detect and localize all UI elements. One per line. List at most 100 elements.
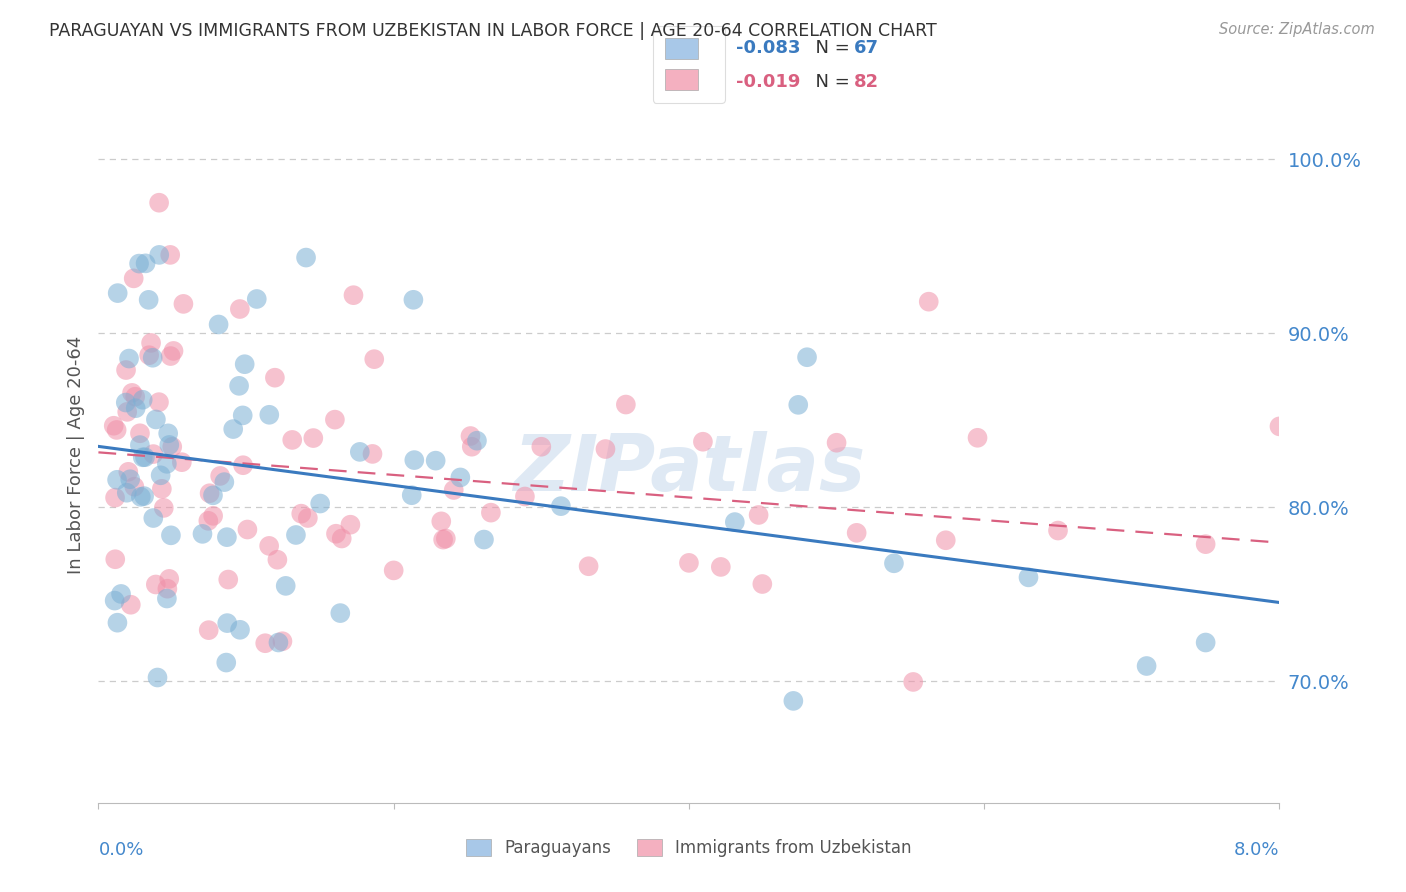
Point — [142, 447, 165, 461]
Point — [295, 251, 318, 265]
Point — [845, 525, 868, 540]
Point — [330, 532, 353, 546]
Point — [157, 572, 180, 586]
Point — [160, 528, 183, 542]
Point — [152, 500, 174, 515]
Point — [232, 458, 254, 473]
Text: PARAGUAYAN VS IMMIGRANTS FROM UZBEKISTAN IN LABOR FORCE | AGE 20-64 CORRELATION : PARAGUAYAN VS IMMIGRANTS FROM UZBEKISTAN… — [49, 22, 936, 40]
Point — [135, 256, 157, 270]
Point — [170, 455, 193, 469]
Point — [404, 453, 426, 467]
Point — [1046, 524, 1070, 538]
Text: 82: 82 — [855, 73, 880, 91]
Point — [149, 468, 172, 483]
Point — [162, 343, 184, 358]
Point — [157, 426, 180, 441]
Point — [363, 352, 385, 367]
Point — [782, 694, 804, 708]
Point — [329, 606, 352, 620]
Point — [129, 490, 152, 504]
Point — [131, 392, 153, 407]
Point — [201, 488, 224, 502]
Point — [104, 552, 127, 566]
Point — [281, 433, 304, 447]
Point — [124, 390, 146, 404]
Point — [156, 582, 179, 596]
Point — [297, 511, 319, 525]
Point — [114, 395, 136, 409]
Point — [710, 560, 733, 574]
Text: 0.0%: 0.0% — [98, 841, 143, 859]
Point — [132, 489, 155, 503]
Point — [120, 598, 142, 612]
Point — [150, 482, 173, 496]
Point — [197, 514, 219, 528]
Point — [254, 636, 277, 650]
Point — [104, 491, 127, 505]
Point — [1136, 659, 1159, 673]
Text: 8.0%: 8.0% — [1234, 841, 1279, 859]
Point — [229, 623, 252, 637]
Point — [825, 435, 848, 450]
Point — [1195, 537, 1218, 551]
Point — [229, 301, 252, 316]
Point — [124, 401, 146, 416]
Point — [103, 418, 125, 433]
Point — [1018, 570, 1040, 584]
Point — [236, 523, 259, 537]
Text: -0.019: -0.019 — [737, 73, 800, 91]
Text: Source: ZipAtlas.com: Source: ZipAtlas.com — [1219, 22, 1375, 37]
Point — [530, 440, 553, 454]
Text: 67: 67 — [855, 38, 879, 56]
Point — [284, 528, 307, 542]
Point — [105, 423, 128, 437]
Point — [325, 526, 347, 541]
Point — [918, 294, 941, 309]
Point — [402, 293, 425, 307]
Point — [209, 469, 232, 483]
Point — [232, 409, 254, 423]
Point — [120, 472, 142, 486]
Text: R =: R = — [679, 38, 718, 56]
Text: N =: N = — [804, 73, 855, 91]
Point — [115, 485, 138, 500]
Point — [513, 490, 536, 504]
Point — [342, 288, 364, 302]
Point — [117, 465, 139, 479]
Point — [1195, 635, 1218, 649]
Point — [148, 248, 170, 262]
Point — [145, 577, 167, 591]
Point — [148, 195, 170, 210]
Point — [430, 514, 453, 528]
Point — [578, 559, 600, 574]
Point — [692, 434, 714, 449]
Point — [309, 496, 332, 510]
Point — [401, 488, 423, 502]
Point — [966, 431, 988, 445]
Point — [215, 530, 238, 544]
Point — [191, 527, 214, 541]
Point — [935, 533, 957, 548]
Point — [115, 405, 138, 419]
Point — [883, 556, 905, 570]
Text: R =: R = — [679, 73, 718, 91]
Point — [129, 426, 152, 441]
Point — [148, 395, 170, 409]
Point — [461, 440, 484, 454]
Point — [107, 615, 129, 630]
Point — [198, 486, 221, 500]
Point — [142, 351, 165, 365]
Point — [274, 579, 297, 593]
Point — [903, 675, 925, 690]
Point — [349, 445, 371, 459]
Legend: Paraguayans, Immigrants from Uzbekistan: Paraguayans, Immigrants from Uzbekistan — [460, 832, 918, 864]
Point — [145, 412, 167, 426]
Point — [257, 539, 280, 553]
Point — [222, 422, 245, 436]
Point — [105, 473, 128, 487]
Point — [678, 556, 700, 570]
Y-axis label: In Labor Force | Age 20-64: In Labor Force | Age 20-64 — [66, 335, 84, 574]
Point — [104, 593, 127, 607]
Point — [271, 634, 294, 648]
Point — [796, 350, 818, 364]
